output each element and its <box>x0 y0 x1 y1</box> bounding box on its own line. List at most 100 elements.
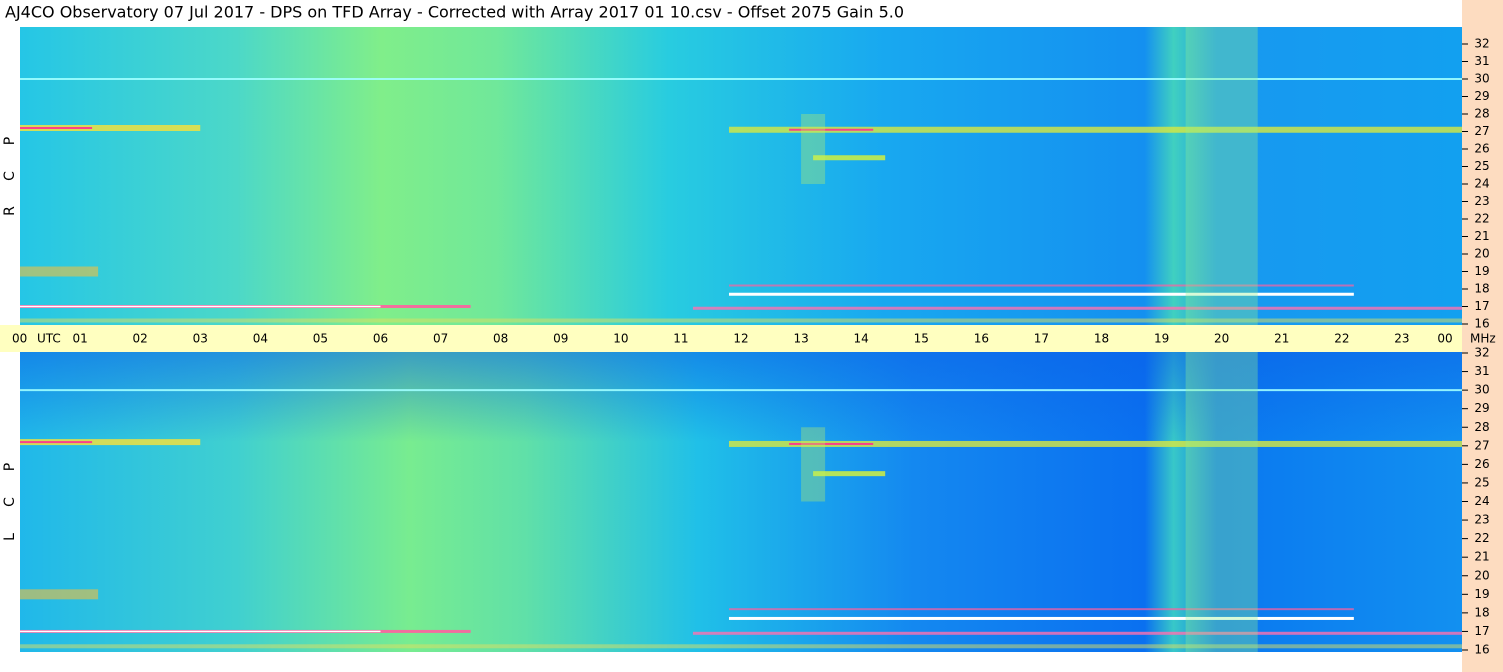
emission-band <box>20 630 381 633</box>
frequency-label: 24 <box>1474 177 1489 191</box>
frequency-label: 31 <box>1474 54 1489 68</box>
emission-band <box>20 125 201 131</box>
frequency-label: 17 <box>1474 299 1489 313</box>
time-label: 18 <box>1094 332 1109 346</box>
lcp-panel <box>20 352 1462 652</box>
frequency-label: 28 <box>1474 420 1489 434</box>
emission-band <box>692 631 1462 635</box>
frequency-label: 19 <box>1474 587 1489 601</box>
frequency-label: 31 <box>1474 364 1489 378</box>
frequency-label: 22 <box>1474 531 1489 545</box>
frequency-unit: MHz <box>1470 332 1496 346</box>
frequency-label: 30 <box>1474 72 1489 86</box>
polarization-letter: C <box>2 171 18 181</box>
emission-band <box>728 284 1354 287</box>
emission-band <box>20 318 1462 323</box>
time-label: 20 <box>1214 332 1229 346</box>
vertical-burst <box>1185 27 1258 325</box>
frequency-label: 21 <box>1474 550 1489 564</box>
time-label: 00 <box>12 332 27 346</box>
frequency-label: 24 <box>1474 494 1489 508</box>
time-axis-band <box>0 325 1462 352</box>
emission-band <box>20 644 1462 649</box>
emission-band <box>813 471 886 477</box>
time-label: 04 <box>253 332 268 346</box>
emission-band <box>789 128 874 131</box>
emission-band <box>789 442 874 445</box>
time-label: 19 <box>1154 332 1169 346</box>
emission-band <box>20 441 93 444</box>
frequency-label: 22 <box>1474 212 1489 226</box>
frequency-label: 27 <box>1474 124 1489 138</box>
time-label: 23 <box>1394 332 1409 346</box>
frequency-label: 32 <box>1474 346 1489 360</box>
frequency-label: 19 <box>1474 264 1489 278</box>
rcp-panel <box>20 27 1462 325</box>
emission-band <box>20 439 201 446</box>
time-label: 16 <box>974 332 989 346</box>
time-label: 06 <box>373 332 388 346</box>
emission-band <box>728 126 1462 133</box>
time-unit: UTC <box>37 332 61 346</box>
time-label: 02 <box>133 332 148 346</box>
polarization-letter: P <box>2 463 18 471</box>
polarization-letter: R <box>2 206 18 216</box>
time-label: 09 <box>553 332 568 346</box>
frequency-label: 25 <box>1474 475 1489 489</box>
vertical-burst <box>801 114 826 184</box>
frequency-label: 26 <box>1474 457 1489 471</box>
time-label: 10 <box>613 332 628 346</box>
emission-band <box>20 305 381 308</box>
frequency-label: 30 <box>1474 383 1489 397</box>
frequency-label: 23 <box>1474 513 1489 527</box>
time-label: 12 <box>733 332 748 346</box>
emission-band <box>20 589 99 600</box>
frequency-label: 26 <box>1474 142 1489 156</box>
time-label: 21 <box>1274 332 1289 346</box>
frequency-label: 18 <box>1474 605 1489 619</box>
emission-band <box>20 266 99 277</box>
title-bar <box>0 0 1462 26</box>
time-label: 13 <box>793 332 808 346</box>
emission-band <box>813 155 886 161</box>
time-label: 05 <box>313 332 328 346</box>
frequency-label: 28 <box>1474 107 1489 121</box>
frequency-label: 20 <box>1474 247 1489 261</box>
time-label: 22 <box>1334 332 1349 346</box>
time-label: 08 <box>493 332 508 346</box>
frequency-strip <box>1462 0 1503 672</box>
time-label: 17 <box>1034 332 1049 346</box>
frequency-label: 27 <box>1474 438 1489 452</box>
time-label: 00 <box>1437 332 1452 346</box>
frequency-label: 17 <box>1474 624 1489 638</box>
vertical-burst <box>801 427 826 502</box>
frequency-label: 23 <box>1474 194 1489 208</box>
time-label: 14 <box>854 332 869 346</box>
emission-band <box>728 440 1462 447</box>
frequency-label: 29 <box>1474 89 1489 103</box>
frequency-label: 16 <box>1474 317 1489 331</box>
frequency-label: 29 <box>1474 401 1489 415</box>
polarization-letter: C <box>2 497 18 507</box>
polarization-letter: P <box>2 137 18 145</box>
polarization-letter: L <box>2 533 18 541</box>
time-label: 01 <box>72 332 87 346</box>
title: AJ4CO Observatory 07 Jul 2017 - DPS on T… <box>5 3 904 22</box>
frequency-label: 25 <box>1474 159 1489 173</box>
emission-band <box>728 616 1354 620</box>
time-label: 07 <box>433 332 448 346</box>
emission-band <box>20 127 93 129</box>
frequency-label: 32 <box>1474 37 1489 51</box>
emission-band <box>692 306 1462 310</box>
emission-band <box>728 292 1354 296</box>
vertical-burst <box>1185 352 1258 652</box>
spectrogram-shade <box>20 352 1462 652</box>
spectrogram-image <box>20 27 1462 325</box>
time-label: 03 <box>193 332 208 346</box>
emission-band <box>20 389 1462 392</box>
time-label: 11 <box>673 332 688 346</box>
emission-band <box>20 78 1462 80</box>
time-label: 15 <box>914 332 929 346</box>
emission-band <box>728 608 1354 611</box>
